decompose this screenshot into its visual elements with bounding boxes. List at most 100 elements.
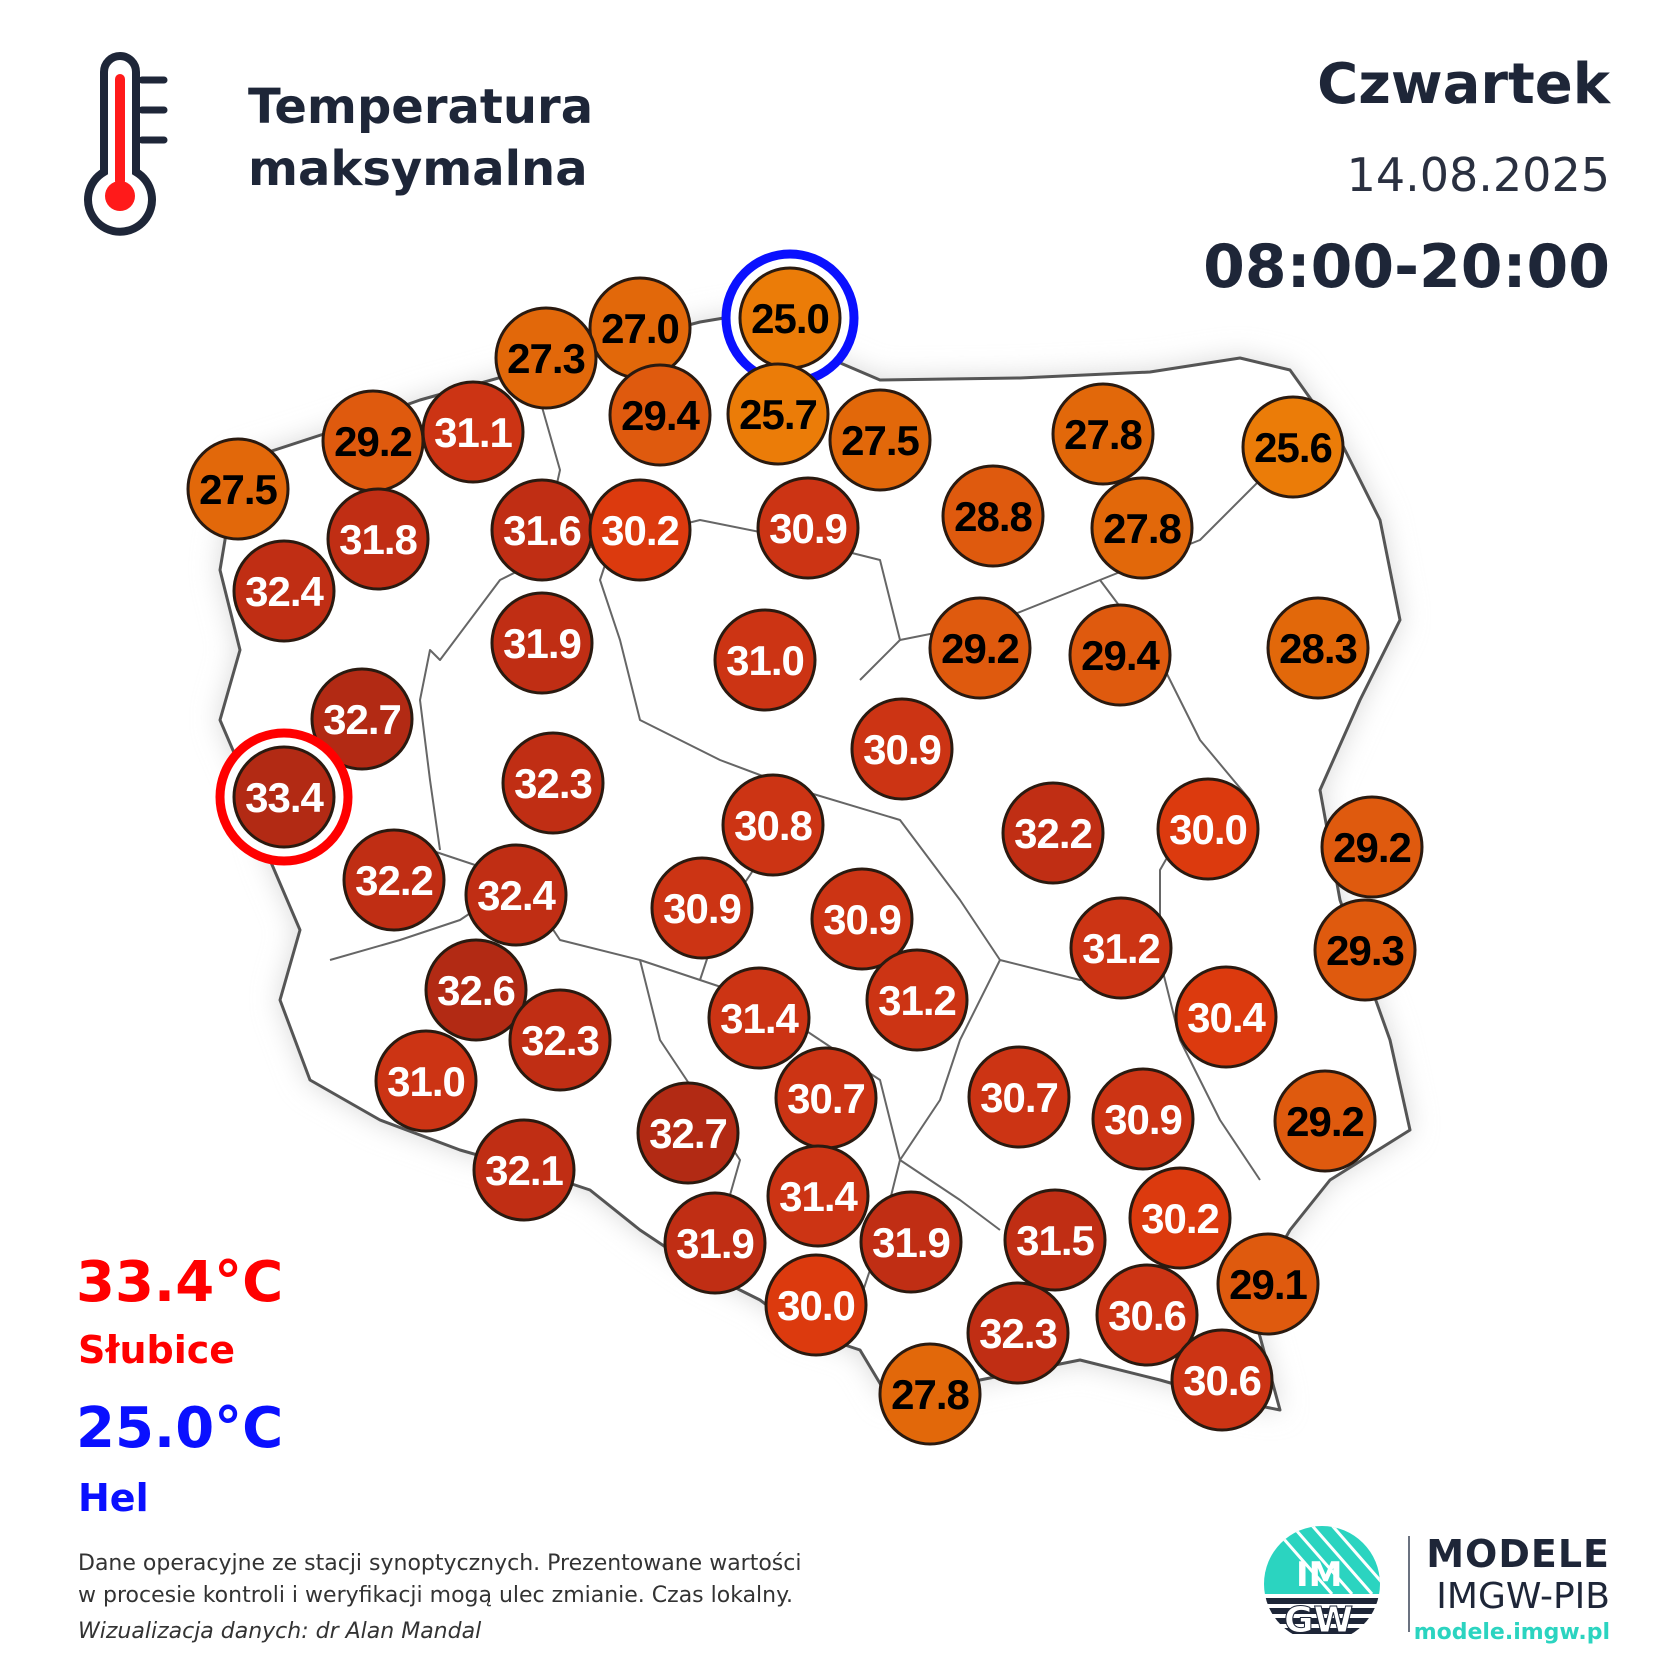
logo-divider — [1408, 1536, 1410, 1632]
station-temperature-label: 32.4 — [245, 568, 324, 615]
station-marker: 31.1 — [421, 380, 525, 484]
station-dot — [1003, 1188, 1107, 1292]
station-temperature-label: 27.5 — [841, 417, 919, 464]
station-marker: 30.7 — [967, 1045, 1071, 1149]
time-range: 08:00-20:00 — [1203, 232, 1610, 302]
station-dot — [508, 988, 612, 1092]
station-marker: 32.2 — [1001, 781, 1105, 885]
station-dot — [1069, 896, 1173, 1000]
station-dot — [1174, 965, 1278, 1069]
station-markers: 25.0 27.0 27.3 29.4 25.7 27.5 29.2 31.1 27.5 31.8… — [186, 249, 1424, 1446]
station-marker: 27.8 — [1090, 476, 1194, 580]
station-temperature-label: 31.2 — [878, 977, 956, 1024]
station-dot — [326, 487, 430, 591]
station-marker: 30.2 — [588, 478, 692, 582]
station-temperature-label: 30.9 — [663, 885, 741, 932]
station-marker: 31.4 — [707, 966, 811, 1070]
station-dot — [967, 1045, 1071, 1149]
station-dot — [1090, 476, 1194, 580]
station-dot — [1128, 1166, 1232, 1270]
station-dot — [310, 667, 414, 771]
imgw-logo: IM GW — [1264, 1526, 1380, 1642]
station-temperature-label: 27.5 — [199, 466, 277, 513]
logo-text-bottom: GW — [1284, 1600, 1353, 1641]
station-temperature-label: 32.2 — [355, 857, 433, 904]
station-temperature-label: 29.4 — [1081, 632, 1160, 679]
station-marker: 32.6 — [424, 938, 528, 1042]
station-dot — [1001, 781, 1105, 885]
station-temperature-label: 29.1 — [1229, 1261, 1307, 1308]
station-marker: 29.2 — [1273, 1069, 1377, 1173]
station-dot — [941, 464, 1045, 568]
station-temperature-label: 30.6 — [1108, 1292, 1186, 1339]
station-marker: 29.4 — [608, 363, 712, 467]
station-temperature-label: 29.3 — [1326, 927, 1404, 974]
station-marker: 31.9 — [663, 1191, 767, 1295]
day-of-week: Czwartek — [1317, 52, 1610, 117]
station-marker: 25.0 — [721, 249, 859, 387]
station-marker: 30.9 — [756, 476, 860, 580]
station-marker: 29.3 — [1313, 898, 1417, 1002]
station-marker: 30.7 — [774, 1046, 878, 1150]
station-marker: 32.2 — [342, 828, 446, 932]
station-temperature-label: 30.4 — [1187, 994, 1266, 1041]
station-dot — [766, 1144, 870, 1248]
station-dot — [464, 843, 568, 947]
station-dot — [1320, 795, 1424, 899]
station-marker: 30.4 — [1174, 965, 1278, 1069]
station-temperature-label: 32.4 — [477, 872, 556, 919]
station-temperature-label: 32.1 — [485, 1147, 563, 1194]
station-marker: 30.9 — [650, 856, 754, 960]
date: 14.08.2025 — [1346, 148, 1610, 202]
station-dot — [1313, 898, 1417, 1002]
footer-note-line-2: w procesie kontroli i weryfikacji mogą u… — [78, 1583, 793, 1608]
station-temperature-label: 30.9 — [823, 896, 901, 943]
station-marker: 27.3 — [494, 306, 598, 410]
station-marker: 27.5 — [186, 437, 290, 541]
station-dot — [850, 697, 954, 801]
station-marker: 31.5 — [1003, 1188, 1107, 1292]
station-dot — [608, 363, 712, 467]
station-temperature-label: 30.7 — [787, 1075, 865, 1122]
station-temperature-label: 31.8 — [339, 516, 417, 563]
station-marker: 32.1 — [472, 1118, 576, 1222]
station-temperature-label: 30.8 — [734, 802, 812, 849]
station-marker: 27.8 — [1051, 382, 1155, 486]
station-dot — [713, 608, 817, 712]
map-title-line-1: Temperatura — [248, 79, 594, 135]
station-marker: 31.2 — [865, 948, 969, 1052]
station-marker: 31.8 — [326, 487, 430, 591]
station-temperature-label: 32.7 — [323, 696, 401, 743]
station-marker: 27.5 — [828, 388, 932, 492]
station-dot — [810, 867, 914, 971]
brand-url[interactable]: modele.imgw.pl — [1413, 1620, 1610, 1645]
station-dot — [588, 478, 692, 582]
station-dot — [1156, 777, 1260, 881]
station-temperature-label: 30.7 — [980, 1074, 1058, 1121]
station-temperature-label: 31.4 — [720, 995, 799, 1042]
station-dot — [232, 745, 336, 849]
station-dot — [1273, 1069, 1377, 1173]
station-temperature-label: 27.8 — [891, 1371, 969, 1418]
station-temperature-label: 30.0 — [777, 1282, 855, 1329]
station-marker: 29.2 — [928, 596, 1032, 700]
station-dot — [342, 828, 446, 932]
station-temperature-label: 30.0 — [1169, 806, 1247, 853]
station-temperature-label: 31.0 — [387, 1058, 465, 1105]
station-temperature-label: 25.6 — [1254, 424, 1332, 471]
station-marker: 32.7 — [636, 1081, 740, 1185]
max-temperature-value: 33.4°C — [76, 1250, 284, 1315]
thermometer-icon — [84, 52, 168, 236]
station-temperature-label: 28.3 — [1279, 625, 1357, 672]
station-marker: 30.6 — [1095, 1263, 1199, 1367]
max-temperature-station: Słubice — [78, 1328, 236, 1372]
station-temperature-label: 31.2 — [1082, 925, 1160, 972]
station-dot — [186, 437, 290, 541]
footer-credit: Wizualizacja danych: dr Alan Mandal — [78, 1619, 482, 1644]
station-marker: 29.4 — [1068, 603, 1172, 707]
station-dot — [1091, 1067, 1195, 1171]
station-dot — [1266, 596, 1370, 700]
station-temperature-label: 25.0 — [751, 295, 829, 342]
station-marker: 32.3 — [966, 1281, 1070, 1385]
station-dot — [374, 1029, 478, 1133]
